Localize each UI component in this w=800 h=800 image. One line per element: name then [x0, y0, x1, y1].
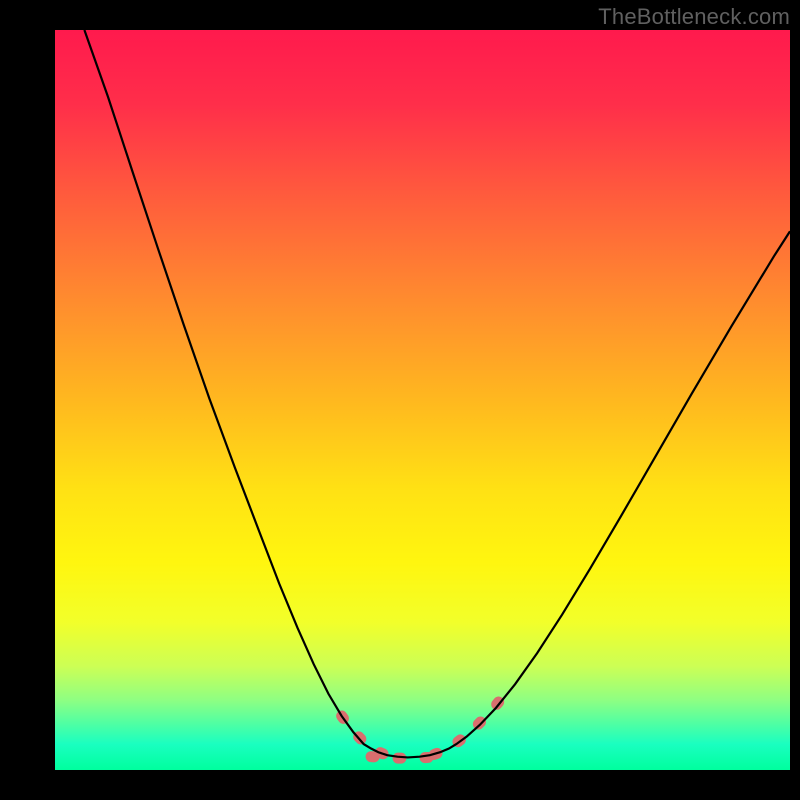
stage: TheBottleneck.com: [0, 0, 800, 800]
plot-outer-frame: [0, 30, 800, 800]
watermark-text: TheBottleneck.com: [598, 4, 790, 30]
chart-background-gradient: [55, 30, 790, 770]
plot-area: [55, 30, 790, 770]
